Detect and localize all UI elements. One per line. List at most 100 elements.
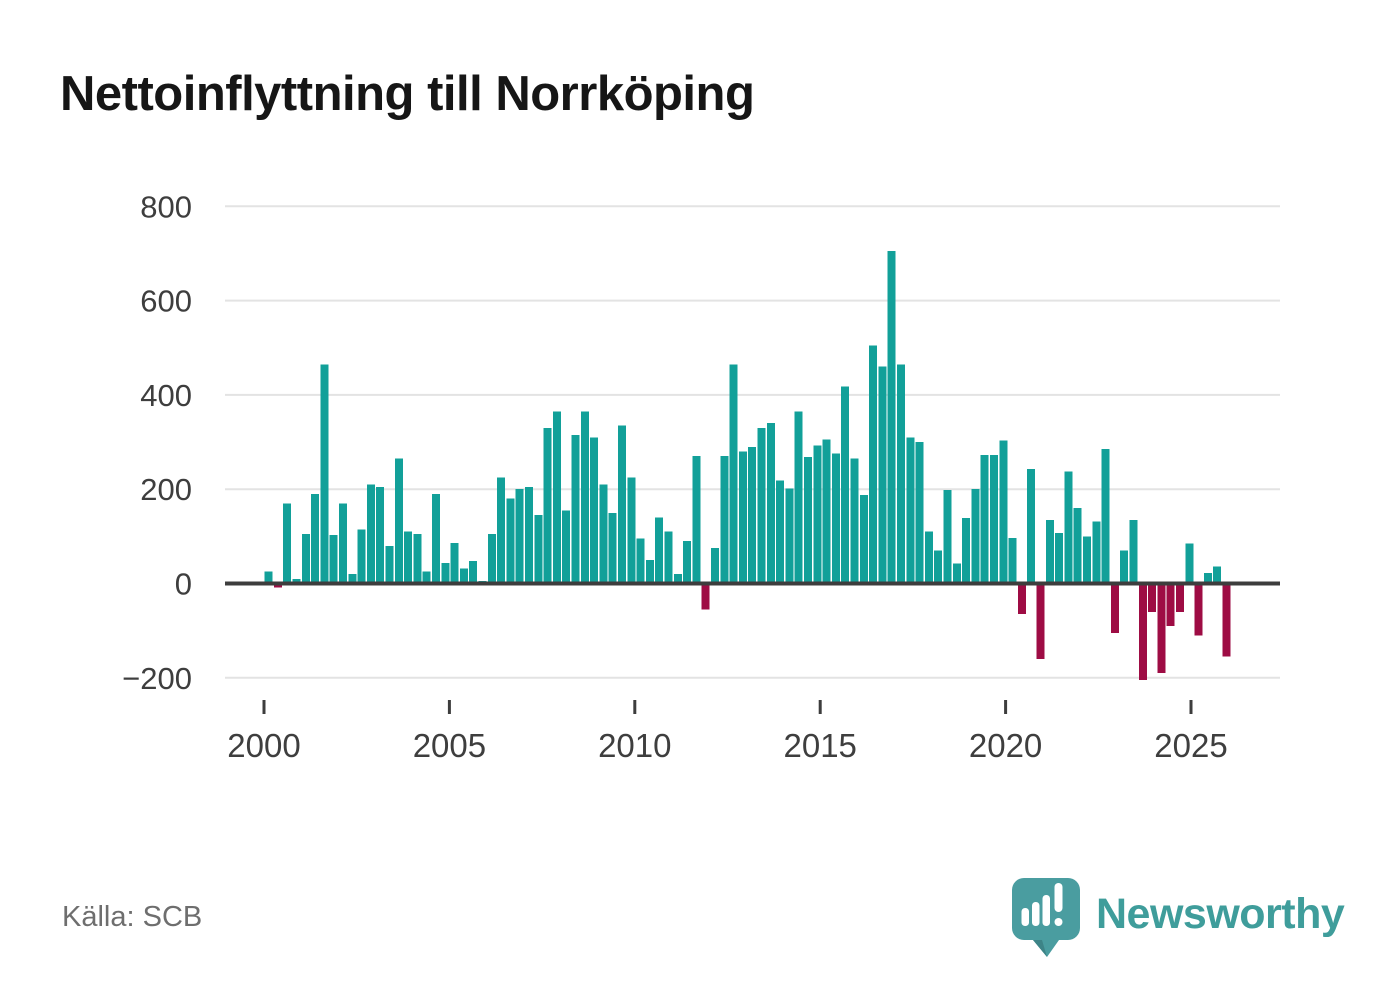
bar-positive (841, 386, 850, 584)
page-title: Nettoinflyttning till Norrköping (60, 67, 755, 121)
bar-positive (990, 454, 998, 584)
bar-positive (590, 437, 599, 584)
bar-positive (850, 458, 859, 584)
bar-positive (515, 489, 524, 584)
bar-positive (794, 411, 803, 584)
x-axis-tick-label: 2025 (1154, 727, 1227, 764)
bar-positive (683, 541, 692, 584)
bar-positive (711, 548, 719, 584)
bar-positive (432, 493, 440, 584)
bar-positive (897, 364, 905, 584)
bar-positive (1213, 566, 1222, 584)
bar-positive (831, 453, 840, 584)
bar-negative (701, 583, 710, 610)
bar-positive (664, 531, 673, 584)
bar-positive (1055, 533, 1064, 584)
bar-positive (404, 531, 413, 584)
bar-positive (357, 529, 366, 584)
x-axis-tick-label: 2005 (413, 727, 486, 764)
x-axis-tick-label: 2020 (969, 727, 1042, 764)
bar-negative (1148, 583, 1157, 612)
bar-positive (311, 493, 320, 584)
bar-positive (580, 411, 589, 584)
bar-positive (394, 458, 403, 584)
y-axis-tick-label: 0 (175, 567, 192, 602)
bar-positive (413, 534, 422, 584)
bar-positive (980, 454, 989, 584)
bar-positive (376, 486, 385, 584)
bar-positive (766, 423, 775, 584)
bar-negative (1166, 583, 1175, 626)
y-axis-tick-label: 800 (140, 189, 192, 224)
bar-positive (757, 427, 766, 584)
bar-positive (320, 364, 329, 584)
bar-positive (859, 494, 868, 584)
x-axis-tick-label: 2010 (598, 727, 671, 764)
y-axis-tick-label: 400 (140, 378, 192, 413)
bar-positive (738, 451, 747, 584)
x-axis-tick-label: 2000 (227, 727, 300, 764)
bar-positive (1027, 468, 1036, 584)
bar-positive (264, 571, 273, 584)
bar-positive (1073, 508, 1082, 584)
bar-negative (1176, 583, 1184, 612)
bar-positive (971, 489, 980, 584)
newsworthy-logo-icon (1012, 878, 1080, 957)
bar-positive (487, 534, 496, 584)
y-axis-tick-label: −200 (122, 661, 192, 696)
bar-positive (804, 457, 812, 584)
bar-positive (962, 518, 971, 584)
bar-positive (952, 563, 961, 584)
bar-positive (618, 425, 626, 584)
y-axis-tick-label: 600 (140, 284, 192, 319)
bar-positive (283, 503, 292, 584)
bar-positive (525, 486, 533, 584)
bar-positive (906, 437, 915, 584)
bar-positive (329, 534, 338, 584)
bar-positive (366, 484, 375, 584)
bar-positive (1045, 519, 1054, 584)
bar-positive (301, 534, 310, 584)
bar-positive (943, 490, 952, 584)
bar-positive (543, 427, 552, 584)
bar-positive (822, 439, 831, 584)
bar-positive (673, 574, 682, 584)
bar-positive (869, 345, 878, 584)
bar-positive (339, 503, 347, 584)
bar-positive (385, 545, 394, 584)
bar-positive (422, 571, 431, 584)
newsworthy-branding: Newsworthy (1012, 878, 1345, 960)
bar-negative (1036, 583, 1045, 659)
bar-positive (1064, 471, 1073, 584)
bar-positive (887, 251, 896, 584)
bar-positive (720, 456, 729, 584)
bar-negative (1138, 583, 1147, 681)
bar-negative (1017, 583, 1026, 615)
bar-positive (924, 531, 933, 584)
bar-positive (729, 364, 738, 584)
bar-positive (878, 366, 887, 584)
bar-positive (348, 574, 357, 584)
bar-positive (1083, 536, 1091, 584)
y-axis-tick-label: 200 (140, 472, 192, 507)
bar-positive (450, 543, 459, 584)
bar-positive (1092, 521, 1101, 584)
bar-positive (776, 480, 785, 584)
brand-name: Newsworthy (1096, 890, 1345, 938)
bar-positive (599, 484, 608, 584)
x-axis-tick-label: 2015 (783, 727, 856, 764)
source-label: Källa: SCB (62, 901, 203, 933)
bar-positive (1008, 538, 1017, 584)
bar-positive (1101, 449, 1110, 584)
bar-positive (645, 559, 654, 584)
bar-positive (748, 446, 757, 584)
bar-positive (934, 550, 943, 584)
bar-positive (552, 411, 561, 584)
bar-positive (785, 488, 794, 584)
bar-positive (915, 442, 924, 584)
bar-negative (1110, 583, 1119, 633)
bar-positive (562, 510, 571, 584)
bar-positive (497, 477, 506, 584)
bar-negative (1194, 583, 1203, 636)
